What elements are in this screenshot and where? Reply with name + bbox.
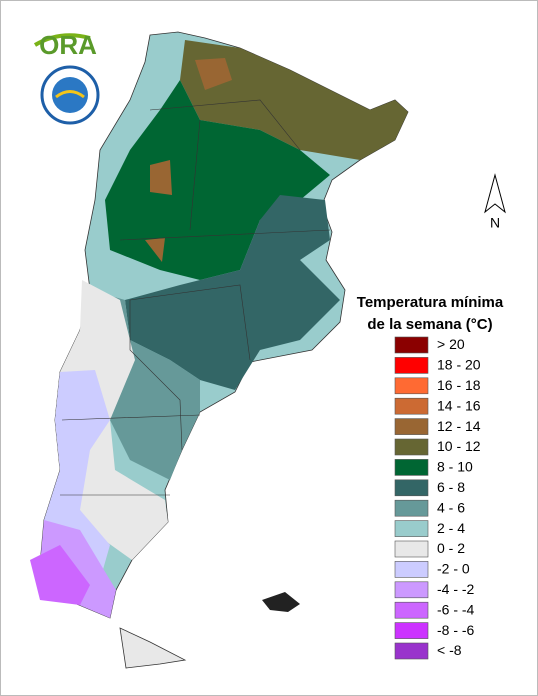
- north-label: N: [490, 215, 500, 231]
- legend-swatch: [394, 397, 429, 415]
- logo-center: [52, 77, 88, 113]
- north-arrow-shape: [484, 173, 506, 214]
- tierra-del-fuego: [119, 627, 187, 669]
- legend-swatch: [394, 601, 429, 619]
- legend-label: 8 - 10: [437, 459, 473, 475]
- legend-label: 2 - 4: [437, 520, 465, 536]
- legend-swatch: [394, 622, 429, 639]
- legend-swatch: [394, 418, 429, 435]
- legend-swatch: [394, 520, 429, 537]
- logo-text: ORA: [39, 30, 97, 60]
- legend-label: 14 - 16: [437, 397, 481, 413]
- legend-label: 10 - 12: [437, 438, 481, 454]
- legend-title: de la semana (°C): [367, 316, 492, 333]
- legend-label: 18 - 20: [437, 357, 481, 373]
- legend-label: -6 - -4: [437, 601, 475, 617]
- legend-label: < -8: [437, 642, 462, 658]
- legend-swatch: [394, 540, 429, 558]
- malvinas: [262, 592, 300, 612]
- smn-logo: [40, 65, 100, 125]
- ora-logo: ORA: [33, 30, 97, 60]
- region-brown: [145, 58, 232, 262]
- logo-sun: [55, 90, 85, 99]
- legend-swatch: [394, 459, 429, 476]
- legend-label: -4 - -2: [437, 581, 475, 597]
- north-arrow: N: [484, 173, 506, 231]
- legend-swatch: [394, 336, 429, 354]
- legend-label: 4 - 6: [437, 499, 465, 515]
- legend-swatch: [394, 642, 429, 660]
- legend-swatch: [394, 377, 429, 395]
- legend-swatch: [394, 438, 429, 456]
- legend: Temperatura mínima de la semana (°C) > 20 1…: [357, 294, 504, 660]
- legend-title: Temperatura mínima: [357, 294, 504, 311]
- legend-label: 0 - 2: [437, 540, 465, 556]
- legend-label: -8 - -6: [437, 622, 475, 638]
- legend-label: 12 - 14: [437, 418, 481, 434]
- argentina-map: [30, 31, 409, 669]
- legend-swatch: [394, 499, 429, 517]
- province-borders: [60, 99, 331, 496]
- legend-label: > 20: [437, 336, 465, 352]
- legend-swatch: [394, 561, 429, 578]
- region-coldest: [30, 545, 90, 605]
- region-warm-north: [180, 40, 408, 160]
- legend-label: 6 - 8: [437, 479, 465, 495]
- legend-label: 16 - 18: [437, 377, 481, 393]
- region-green: [105, 80, 330, 280]
- legend-label: -2 - 0: [437, 561, 470, 577]
- legend-swatch: [394, 479, 429, 497]
- logo-swoosh: [33, 33, 91, 47]
- legend-swatch: [394, 357, 429, 374]
- region-dark-teal: [125, 195, 340, 390]
- legend-swatch: [394, 581, 429, 599]
